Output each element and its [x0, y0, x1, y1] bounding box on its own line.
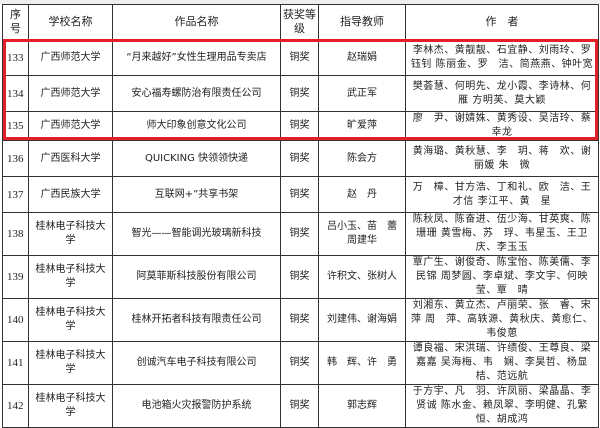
cell-teacher: 赵瑞娟: [318, 39, 406, 76]
cell-award: 铜奖: [280, 298, 319, 342]
cell-award: 铜奖: [280, 384, 319, 428]
cell-authors: 廖 尹、谢婧姝、黄秀设、吴洁玲、蔡幸龙: [405, 111, 599, 141]
header-teacher: 指导教师: [318, 4, 406, 40]
cell-index: 139: [2, 255, 29, 299]
cell-index: 137: [2, 176, 29, 213]
cell-school: 桂林电子科技大学: [28, 384, 113, 428]
table-row: 140 桂林电子科技大学 桂林开拓者科技有限责任公司 铜奖 刘建伟、谢海娟 刘湘东、黄立杰…: [2, 298, 599, 342]
cell-work: 创诚汽车电子科技有限公司: [112, 341, 281, 385]
cell-authors: 刘湘东、黄立杰、卢丽荣、张 睿、宋 萍 周 萍、高轶源、黄秋庆、黄愈仁、韦俊葸: [405, 298, 599, 342]
header-school: 学校名称: [28, 4, 113, 40]
cell-award: 铜奖: [280, 341, 319, 385]
cell-school: 广西师范大学: [28, 39, 113, 76]
cell-school: 桂林电子科技大学: [28, 212, 113, 256]
cell-teacher: 韩 辉、许 勇: [318, 341, 406, 385]
table-row: 135 广西师范大学 师大印象创意文化公司 铜奖 旷爱萍廖 尹、谢婧姝、黄秀设、吴洁玲、…: [2, 111, 599, 141]
cell-work: 阿莫菲斯科技股份有限公司: [112, 255, 281, 299]
cell-authors: 李林杰、黄靓靓、石宜静、刘雨玲、罗钰钊 陈丽金、罗 洁、简燕燕、钟叶宽: [405, 39, 599, 76]
cell-award: 铜奖: [280, 111, 319, 141]
cell-work: “月来越好”女性生理用品专卖店: [112, 39, 281, 76]
cell-index: 133: [2, 39, 29, 76]
cell-index: 140: [2, 298, 29, 342]
cell-work: QUICKING 快领领快递: [112, 140, 281, 177]
header-row: 序号 学校名称 作品名称 获奖等级 指导教师 作 者: [2, 4, 599, 40]
cell-authors: 覃广生、谢俊奇、陈宝怡、陈美儒、李民锦 周梦圆、李卓斌、李文宇、何映莹、覃 晴: [405, 255, 599, 299]
cell-work: 智光——智能调光玻璃新科技: [112, 212, 281, 256]
cell-award: 铜奖: [280, 39, 319, 76]
cell-teacher: 许积文、张树人: [318, 255, 406, 299]
cell-work: 师大印象创意文化公司: [112, 111, 281, 141]
table-row: 138 桂林电子科技大学 智光——智能调光玻璃新科技 铜奖 吕小玉、苗 蕾 周建华 陈秋凤…: [2, 212, 599, 256]
cell-teacher: 郭志辉: [318, 384, 406, 428]
cell-teacher: 吕小玉、苗 蕾 周建华: [318, 212, 406, 256]
cell-teacher: 旷爱萍: [318, 111, 406, 141]
cell-index: 141: [2, 341, 29, 385]
cell-award: 铜奖: [280, 212, 319, 256]
cell-teacher: 武正军: [318, 75, 406, 112]
cell-school: 桂林电子科技大学: [28, 255, 113, 299]
cell-award: 铜奖: [280, 255, 319, 299]
cell-school: 桂林电子科技大学: [28, 341, 113, 385]
cell-award: 铜奖: [280, 140, 319, 177]
cell-authors: 于方宇、凡 羽、许凤丽、梁晶晶、李贤诚 陈水金、赖凤翠、李明健、孔繁恒、胡成鸿: [405, 384, 599, 428]
cell-index: 135: [2, 111, 29, 141]
cell-work: 桂林开拓者科技有限责任公司: [112, 298, 281, 342]
cell-authors: 陈秋凤、陈奋进、伍少海、甘英爽、陈珊珊 黄雪梅、苏 琈、韦星玉、王卫庆、李玉玉: [405, 212, 599, 256]
cell-index: 142: [2, 384, 29, 428]
cell-award: 铜奖: [280, 75, 319, 112]
cell-authors: 樊荟慧、何明先、龙小霞、李诗林、何 雁 方明芙、莫大颖: [405, 75, 599, 112]
table-row: 142 桂林电子科技大学 电池箱火灾报警防护系统 铜奖 郭志辉 于方宇、凡 羽、许凤丽、梁…: [2, 384, 599, 428]
table-row: 137 广西民族大学 互联网+”共享书架 铜奖赵 丹万 樟、甘方浩、丁和礼、欧 洁、王…: [2, 176, 599, 213]
cell-work: 安心福寿螺防治有限责任公司: [112, 75, 281, 112]
table-row: 139 桂林电子科技大学 阿莫菲斯科技股份有限公司 铜奖 许积文、张树人 覃广生、谢俊奇、…: [2, 255, 599, 299]
cell-teacher: 赵 丹: [318, 176, 406, 213]
table-row: 134 广西师范大学 安心福寿螺防治有限责任公司 铜奖 武正军 樊荟慧、何明先、龙小霞、李…: [2, 75, 599, 112]
header-index: 序号: [2, 4, 29, 40]
header-work: 作品名称: [112, 4, 281, 40]
cell-work: 电池箱火灾报警防护系统: [112, 384, 281, 428]
cell-school: 广西医科大学: [28, 140, 113, 177]
header-authors: 作 者: [405, 4, 599, 40]
cell-teacher: 陈会方: [318, 140, 406, 177]
top-band: [0, 0, 600, 4]
cell-award: 铜奖: [280, 176, 319, 213]
cell-authors: 谭良福、宋洪瑞、许绩俊、王尊良、梁嘉嘉 吴海梅、韦 娴、李昊哲、杨显桔、范远航: [405, 341, 599, 385]
cell-school: 广西民族大学: [28, 176, 113, 213]
cell-teacher: 刘建伟、谢海娟: [318, 298, 406, 342]
cell-school: 桂林电子科技大学: [28, 298, 113, 342]
cell-index: 138: [2, 212, 29, 256]
table-row: 136 广西医科大学 QUICKING 快领领快递 铜奖 陈会方 黄海璐、黄秋慧、李 玥、…: [2, 140, 599, 177]
table-row: 141 桂林电子科技大学 创诚汽车电子科技有限公司 铜奖韩 辉、许 勇谭良福、宋洪瑞、…: [2, 341, 599, 385]
cell-authors: 黄海璐、黄秋慧、李 玥、蒋 欢、谢丽媛 朱 微: [405, 140, 599, 177]
cell-index: 134: [2, 75, 29, 112]
cell-index: 136: [2, 140, 29, 177]
table-row: 133 广西师范大学 “月来越好”女性生理用品专卖店 铜奖 赵瑞娟 李林杰、黄靓靓、石宜静…: [2, 39, 599, 76]
cell-school: 广西师范大学: [28, 111, 113, 141]
cell-work: 互联网+”共享书架: [112, 176, 281, 213]
header-award: 获奖等级: [280, 4, 319, 40]
cell-school: 广西师范大学: [28, 75, 113, 112]
award-table: 序号 学校名称 作品名称 获奖等级 指导教师 作 者 133 广西师范大学 “月来越…: [2, 4, 599, 428]
cell-authors: 万 樟、甘方浩、丁和礼、欧 洁、王才信 李江平、黄 星: [405, 176, 599, 213]
